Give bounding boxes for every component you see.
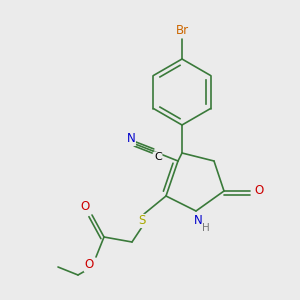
Text: O: O (80, 200, 90, 214)
Text: S: S (138, 214, 146, 227)
Text: O: O (254, 184, 264, 197)
Text: Br: Br (176, 25, 189, 38)
Text: H: H (202, 223, 210, 233)
Text: N: N (194, 214, 202, 227)
Text: N: N (127, 133, 135, 146)
Text: O: O (84, 259, 94, 272)
Text: C: C (154, 152, 162, 162)
